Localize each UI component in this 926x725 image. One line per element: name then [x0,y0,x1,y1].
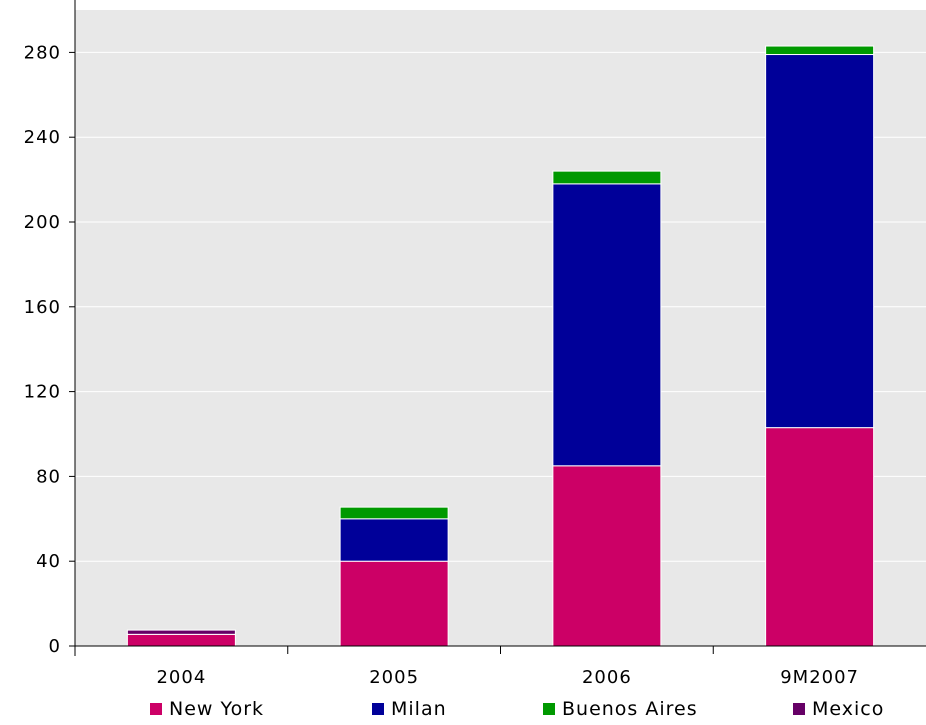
legend-swatch-milan [372,703,384,715]
y-axis-ticks: 0 40 80 120 160 200 240 280 [24,42,75,657]
bar-milan-2006 [552,183,662,467]
bar-stacks [126,45,875,647]
legend-swatch-buenos-aires [543,703,555,715]
x-tick-label-9m2007: 9M2007 [780,667,859,688]
legend-label-buenos-aires: Buenos Aires [562,698,698,720]
legend-item-new-york: New York [150,698,264,720]
bar-buenos-aires-2006 [552,170,662,185]
legend-label-milan: Milan [391,698,447,720]
y-tick-label-240: 240 [24,127,61,148]
y-tick-label-160: 160 [24,297,61,318]
stacked-bar-chart: 0 40 80 120 160 200 240 280 2004 2005 2006 9M2007 [24,0,926,688]
bar-new-york-2005 [339,560,449,647]
legend-label-new-york: New York [169,698,265,720]
x-tick-label-2005: 2005 [369,667,419,688]
legend-item-mexico: Mexico [793,698,884,720]
bar-milan-2005 [339,518,449,562]
y-tick-label-40: 40 [36,551,61,572]
y-tick-label-80: 80 [36,466,61,487]
y-tick-label-280: 280 [24,42,61,63]
bar-new-york-9m2007 [765,427,875,647]
legend-label-mexico: Mexico [812,698,885,720]
bar-milan-9m2007 [765,54,875,429]
bar-new-york-2004 [126,633,236,647]
y-tick-label-120: 120 [24,382,61,403]
y-tick-label-0: 0 [49,636,61,657]
legend-swatch-mexico [793,703,805,715]
legend: New York Milan Buenos Aires Mexico [0,698,926,725]
legend-item-milan: Milan [372,698,447,720]
x-tick-label-2004: 2004 [156,667,206,688]
bar-buenos-aires-9m2007 [765,45,875,56]
x-tick-label-2006: 2006 [582,667,632,688]
bar-buenos-aires-2005 [339,506,449,520]
legend-item-buenos-aires: Buenos Aires [543,698,698,720]
x-axis-ticks: 2004 2005 2006 9M2007 [156,646,859,688]
legend-swatch-new-york [150,703,162,715]
bar-mexico-2004 [126,629,236,635]
y-tick-label-200: 200 [24,212,61,233]
bar-new-york-2006 [552,465,662,647]
